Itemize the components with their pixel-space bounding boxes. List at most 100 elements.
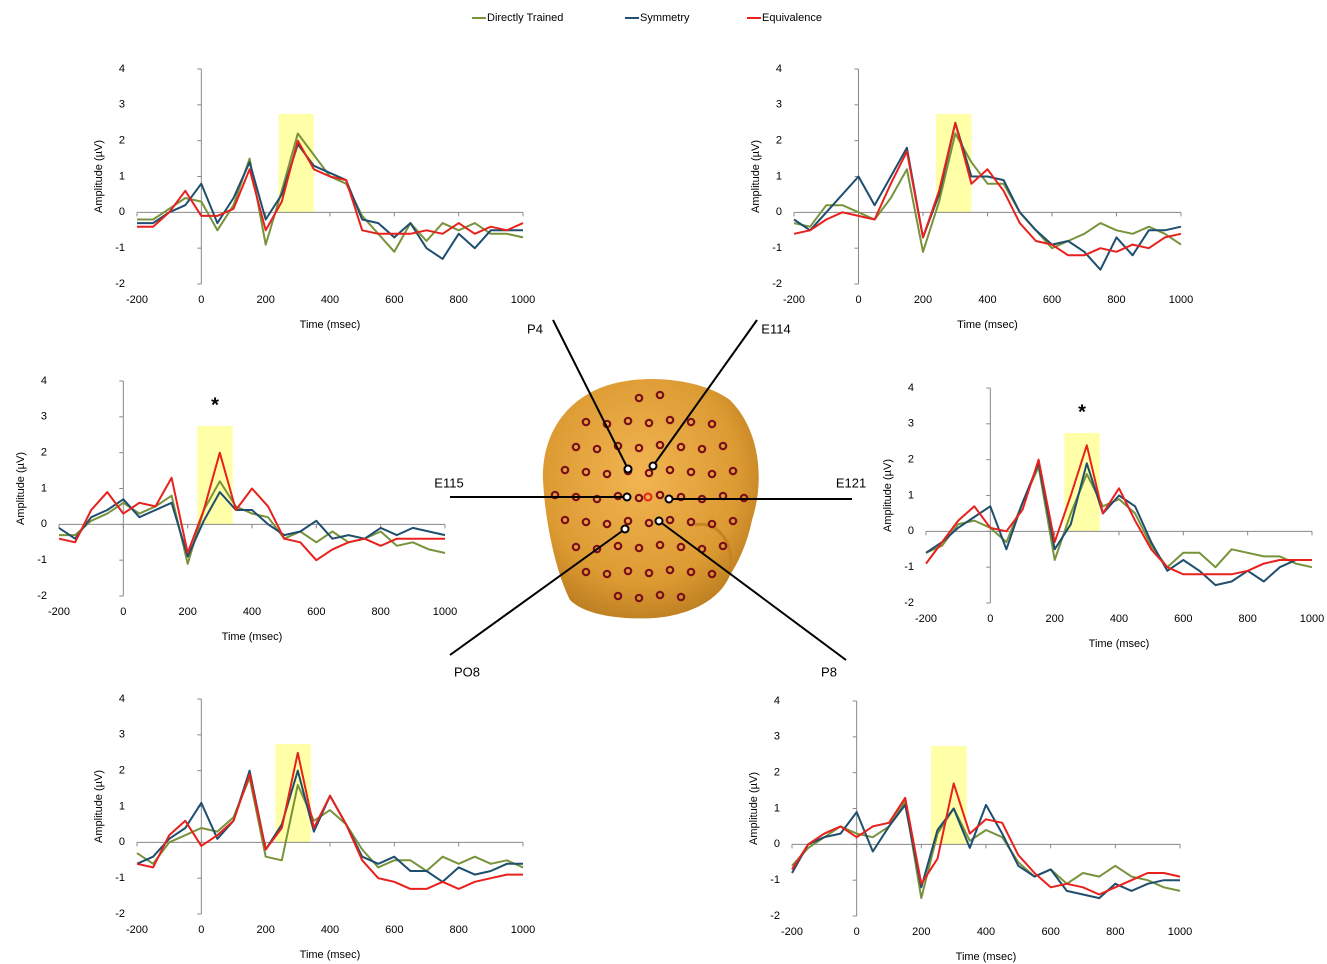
y-tick-label: 3 — [119, 729, 125, 741]
series-line — [792, 783, 1180, 894]
series-line — [137, 144, 523, 259]
x-tick-label: 200 — [256, 924, 274, 936]
x-tick-label: 0 — [198, 294, 204, 306]
figure: P4E114E115E121PO8P8Directly TrainedSymme… — [0, 0, 1327, 964]
y-tick-label: 3 — [774, 731, 780, 743]
x-tick-label: 400 — [977, 926, 995, 938]
x-tick-label: 600 — [385, 924, 403, 936]
y-tick-label: 3 — [908, 418, 914, 430]
x-tick-label: 400 — [321, 294, 339, 306]
y-tick-label: 3 — [41, 411, 47, 423]
y-tick-label: 3 — [119, 99, 125, 111]
x-tick-label: 400 — [1110, 613, 1128, 625]
selected-electrode — [656, 518, 663, 525]
x-tick-label: 0 — [854, 926, 860, 938]
series-line — [59, 453, 445, 561]
legend-label: Symmetry — [640, 12, 690, 24]
x-tick-label: -200 — [781, 926, 803, 938]
y-tick-label: -2 — [115, 908, 125, 920]
electrode-label: E115 — [434, 475, 463, 490]
y-tick-label: -1 — [772, 242, 782, 254]
x-tick-label: 800 — [449, 294, 467, 306]
x-axis-title: Time (msec) — [300, 319, 361, 331]
y-tick-label: 1 — [774, 802, 780, 814]
series-line — [137, 141, 523, 234]
x-tick-label: 600 — [385, 294, 403, 306]
y-axis-title: Amplitude (µV) — [93, 140, 105, 213]
x-tick-label: 800 — [449, 924, 467, 936]
x-tick-label: 400 — [321, 924, 339, 936]
y-tick-label: -2 — [772, 278, 782, 290]
chart: -2-101234-20002004006008001000Time (msec… — [93, 693, 535, 961]
y-tick-label: 2 — [41, 447, 47, 459]
y-tick-label: 0 — [776, 206, 782, 218]
y-tick-label: 2 — [119, 765, 125, 777]
x-tick-label: -200 — [126, 294, 148, 306]
x-tick-label: -200 — [783, 294, 805, 306]
significance-marker: * — [1078, 401, 1086, 423]
x-tick-label: 1000 — [1168, 926, 1192, 938]
y-tick-label: 2 — [119, 135, 125, 147]
selected-electrode — [622, 526, 629, 533]
y-tick-label: 0 — [908, 525, 914, 537]
x-tick-label: 400 — [243, 606, 261, 618]
y-tick-label: -1 — [37, 554, 47, 566]
y-tick-label: 0 — [119, 836, 125, 848]
y-tick-label: -2 — [904, 597, 914, 609]
y-tick-label: -1 — [904, 561, 914, 573]
x-axis-title: Time (msec) — [1089, 638, 1150, 650]
y-tick-label: -2 — [37, 590, 47, 602]
x-tick-label: 1000 — [1300, 613, 1324, 625]
x-tick-label: 600 — [1041, 926, 1059, 938]
y-tick-label: 0 — [119, 206, 125, 218]
selected-electrode — [650, 463, 657, 470]
electrode-label: P8 — [821, 664, 837, 679]
y-tick-label: 1 — [41, 482, 47, 494]
y-tick-label: 0 — [41, 518, 47, 530]
y-tick-label: 1 — [119, 170, 125, 182]
series-line — [794, 134, 1181, 252]
x-tick-label: 400 — [978, 294, 996, 306]
y-tick-label: 4 — [41, 375, 47, 387]
significance-marker: * — [211, 394, 219, 416]
x-tick-label: 600 — [1174, 613, 1192, 625]
y-tick-label: 3 — [776, 99, 782, 111]
y-tick-label: 1 — [908, 489, 914, 501]
x-tick-label: 1000 — [511, 294, 535, 306]
y-axis-title: Amplitude (µV) — [750, 140, 762, 213]
x-tick-label: 200 — [256, 294, 274, 306]
x-axis-title: Time (msec) — [222, 631, 283, 643]
x-tick-label: 200 — [1045, 613, 1063, 625]
x-axis-title: Time (msec) — [956, 951, 1017, 963]
y-tick-label: 4 — [119, 693, 125, 705]
x-tick-label: -200 — [915, 613, 937, 625]
x-tick-label: 1000 — [511, 924, 535, 936]
x-axis-title: Time (msec) — [957, 319, 1018, 331]
x-tick-label: 200 — [914, 294, 932, 306]
x-tick-label: 800 — [1106, 926, 1124, 938]
y-tick-label: 4 — [908, 382, 914, 394]
selected-electrode — [624, 494, 631, 501]
y-tick-label: 2 — [776, 135, 782, 147]
chart: -2-101234-20002004006008001000Time (msec… — [748, 695, 1192, 963]
electrode-label: E121 — [836, 475, 866, 490]
electrode-label: E114 — [761, 321, 790, 336]
y-tick-label: 4 — [776, 63, 782, 75]
x-tick-label: 800 — [371, 606, 389, 618]
x-tick-label: -200 — [48, 606, 70, 618]
series-line — [794, 123, 1181, 256]
y-tick-label: 4 — [774, 695, 780, 707]
series-line — [137, 753, 523, 889]
x-tick-label: -200 — [126, 924, 148, 936]
x-axis-title: Time (msec) — [300, 949, 361, 961]
series-line — [59, 481, 445, 564]
y-tick-label: -1 — [770, 874, 780, 886]
x-tick-label: 0 — [120, 606, 126, 618]
y-tick-label: 2 — [908, 454, 914, 466]
legend-label: Equivalence — [762, 12, 822, 24]
series-line — [926, 467, 1312, 567]
x-tick-label: 600 — [307, 606, 325, 618]
y-axis-title: Amplitude (µV) — [882, 459, 894, 532]
